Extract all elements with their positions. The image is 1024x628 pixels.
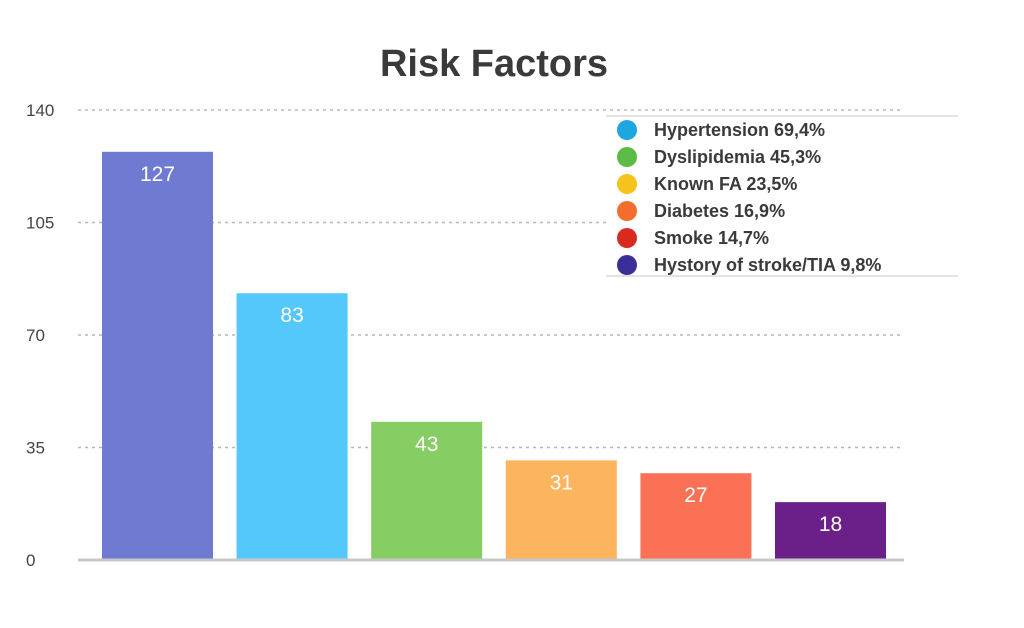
legend-items: Hypertension 69,4% Dyslipidemia 45,3% Know… <box>617 120 881 275</box>
legend-marker <box>617 255 637 275</box>
bar <box>505 460 617 560</box>
bar-value-label: 43 <box>415 433 438 456</box>
legend-label: Dyslipidemia 45,3% <box>654 147 821 167</box>
chart-title: Risk Factors <box>380 43 608 85</box>
legend-label: Smoke 14,7% <box>654 228 769 248</box>
legend-marker <box>617 174 637 194</box>
y-tick-label: 140 <box>26 101 54 120</box>
legend-label: Diabetes 16,9% <box>654 201 785 221</box>
legend-box <box>606 116 958 276</box>
y-tick-label: 70 <box>26 326 45 345</box>
legend-item: Diabetes 16,9% <box>617 201 785 221</box>
legend-item: Smoke 14,7% <box>617 228 769 248</box>
legend-item: Known FA 23,5% <box>617 174 797 194</box>
legend: Hypertension 69,4% Dyslipidemia 45,3% Know… <box>606 115 958 277</box>
bar <box>371 421 483 560</box>
bar-value-label: 31 <box>550 471 573 494</box>
bar-value-label: 18 <box>819 513 842 536</box>
y-tick-label: 0 <box>26 551 35 570</box>
y-axis-ticks: 0 35 70 105 140 <box>26 101 54 570</box>
legend-marker <box>617 228 637 248</box>
bar-value-label: 127 <box>140 163 175 186</box>
bar-value-label: 83 <box>280 304 303 327</box>
bar-value-label: 27 <box>684 484 707 507</box>
bars <box>102 151 886 561</box>
legend-label: Hystory of stroke/TIA 9,8% <box>654 255 881 275</box>
legend-item: Hypertension 69,4% <box>617 120 825 140</box>
y-tick-label: 105 <box>26 214 54 233</box>
y-tick-label: 35 <box>26 439 45 458</box>
bar <box>102 151 213 561</box>
bar <box>775 502 886 560</box>
legend-label: Known FA 23,5% <box>654 174 797 194</box>
bar <box>236 293 348 560</box>
legend-item: Dyslipidemia 45,3% <box>617 147 821 167</box>
legend-marker <box>617 120 637 140</box>
legend-marker <box>617 201 637 221</box>
bar <box>640 473 752 560</box>
legend-item: Hystory of stroke/TIA 9,8% <box>617 255 881 275</box>
legend-label: Hypertension 69,4% <box>654 120 825 140</box>
legend-marker <box>617 147 637 167</box>
bar-labels: 127 83 43 31 27 18 <box>140 163 842 536</box>
